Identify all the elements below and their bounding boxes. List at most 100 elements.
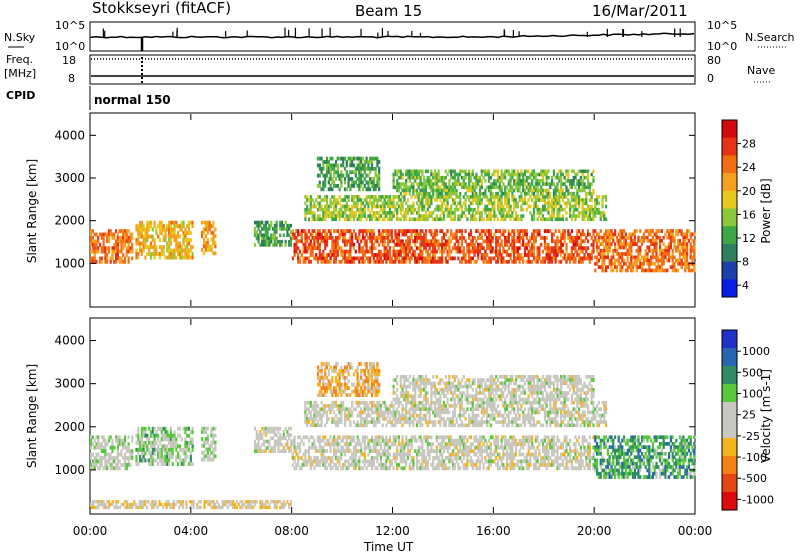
heatmap-cell (279, 227, 282, 231)
heatmap-cell (146, 444, 149, 449)
heatmap-cell (646, 252, 649, 256)
heatmap-cell (689, 252, 692, 256)
heatmap-cell (204, 440, 207, 445)
heatmap-cell (560, 204, 563, 209)
heatmap-cell (460, 214, 464, 218)
heatmap-cell (686, 235, 689, 240)
heatmap-cell (329, 214, 332, 218)
heatmap-cell (253, 426, 257, 431)
heatmap-cell (356, 217, 359, 222)
heatmap-cell (388, 438, 392, 443)
heatmap-cell (556, 207, 559, 212)
heatmap-cell (345, 242, 348, 247)
heatmap-cell (417, 253, 420, 257)
heatmap-cell (116, 249, 119, 254)
heatmap-cell (514, 179, 518, 183)
heatmap-cell (376, 449, 379, 453)
heatmap-cell (151, 252, 154, 256)
heatmap-cell (401, 459, 404, 464)
heatmap-cell (139, 245, 142, 249)
heatmap-cell (352, 445, 356, 450)
heatmap-cell (426, 253, 429, 257)
heatmap-cell (210, 457, 213, 462)
heatmap-cell (612, 235, 615, 240)
heatmap-cell (541, 259, 545, 264)
heatmap-cell (266, 230, 269, 234)
heatmap-cell (475, 249, 478, 254)
heatmap-cell (428, 256, 431, 261)
heatmap-cell (127, 435, 130, 440)
heatmap-cell (630, 245, 633, 250)
heatmap-cell (484, 232, 487, 237)
heatmap-cell (144, 245, 147, 249)
heatmap-cell (482, 259, 485, 264)
heatmap-cell (127, 456, 130, 460)
heatmap-cell (204, 224, 207, 228)
heatmap-cell (655, 265, 658, 269)
heatmap-cell (90, 236, 93, 240)
heatmap-cell (95, 242, 98, 247)
heatmap-cell (536, 188, 539, 193)
heatmap-cell (646, 245, 649, 250)
heatmap-cell (455, 204, 458, 209)
heatmap-cell (532, 232, 536, 237)
heatmap-cell (444, 435, 447, 440)
heatmap-cell (659, 239, 662, 243)
heatmap-cell (270, 236, 273, 241)
heatmap-cell (477, 201, 480, 206)
heatmap-cell (408, 188, 411, 193)
heatmap-cell (588, 188, 591, 193)
heatmap-cell (455, 191, 458, 196)
heatmap-cell (342, 236, 345, 240)
heatmap-cell (626, 235, 629, 240)
heatmap-cell (157, 224, 160, 229)
heatmap-cell (606, 239, 609, 243)
heatmap-cell (628, 232, 631, 237)
heatmap-cell (90, 452, 93, 457)
heatmap-cell (354, 459, 357, 464)
heatmap-cell (514, 214, 518, 218)
heatmap-cell (204, 248, 207, 252)
heatmap-cell (316, 259, 320, 264)
heatmap-cell (415, 236, 419, 240)
colorbar-swatch (722, 261, 737, 280)
heatmap-cell (309, 198, 312, 202)
heatmap-cell (370, 195, 374, 199)
heatmap-cell (175, 245, 178, 249)
heatmap-cell (435, 463, 438, 467)
heatmap-cell (614, 248, 617, 253)
heatmap-cell (358, 449, 361, 453)
heatmap-cell (669, 239, 672, 243)
heatmap-cell (626, 255, 629, 260)
heatmap-cell (180, 220, 183, 225)
heatmap-cell (430, 172, 433, 177)
heatmap-cell (327, 170, 330, 175)
heatmap-cell (338, 156, 341, 161)
heatmap-cell (475, 239, 478, 244)
heatmap-cell (257, 439, 260, 444)
heatmap-cell (423, 232, 426, 237)
heatmap-cell (307, 449, 311, 453)
heatmap-cell (466, 185, 469, 190)
heatmap-cell (365, 459, 368, 464)
heatmap-cell (408, 175, 411, 180)
heatmap-cell (214, 234, 217, 239)
heatmap-cell (212, 426, 215, 431)
heatmap-cell (175, 224, 178, 229)
heatmap-cell (583, 201, 586, 206)
heatmap-cell (388, 214, 392, 218)
heatmap-cell (421, 459, 424, 464)
heatmap-cell (358, 246, 361, 251)
heatmap-cell (115, 239, 118, 244)
heatmap-cell (471, 211, 474, 215)
heatmap-cell (212, 437, 215, 441)
heatmap-cell (406, 204, 410, 209)
heatmap-cell (502, 246, 505, 251)
heatmap-cell (309, 207, 312, 212)
heatmap-cell (329, 249, 332, 254)
heatmap-cell (541, 172, 545, 177)
heatmap-cell (489, 198, 492, 202)
nsky-label: N.Sky (4, 31, 36, 44)
heatmap-cell (149, 444, 153, 449)
heatmap-cell (182, 462, 185, 466)
